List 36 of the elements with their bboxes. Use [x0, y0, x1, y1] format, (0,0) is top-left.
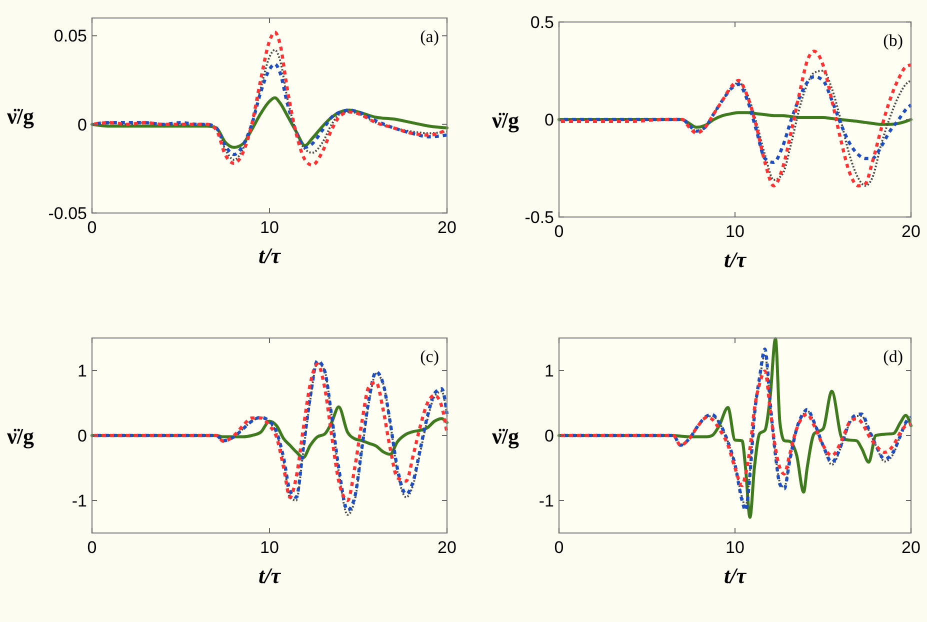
- x-tick-label: 10: [726, 538, 744, 557]
- x-tick-label: 10: [726, 222, 744, 241]
- y-tick-label: 0: [78, 426, 87, 446]
- x-tick-label: 20: [902, 538, 920, 557]
- x-tick-label: 20: [438, 538, 456, 557]
- y-tick-label: -1: [538, 492, 554, 510]
- text: (b): [883, 31, 903, 50]
- line-series: [558, 70, 912, 187]
- y-tick-label: 0: [78, 115, 87, 134]
- x-axis-title: t/τ: [258, 563, 282, 588]
- y-tick-label: -0.05: [48, 204, 87, 223]
- y-axis-title: ν̈/g: [6, 104, 34, 128]
- line-series: [91, 48, 448, 161]
- y-tick-label: 0: [544, 110, 554, 130]
- x-tick-label: 10: [260, 538, 279, 557]
- y-tick-label: -1: [72, 492, 87, 510]
- y-tick-label: 1: [544, 362, 554, 380]
- line-series: [90, 62, 449, 156]
- x-tick-label: 10: [260, 218, 279, 237]
- x-tick-label: 20: [902, 222, 920, 241]
- line-series: [557, 75, 913, 164]
- y-axis-title: ν̈/g: [491, 108, 519, 132]
- y-tick-label: 0: [544, 426, 554, 446]
- y-axis-title: ν̈/g: [6, 424, 34, 448]
- text: (d): [883, 347, 903, 366]
- x-axis-title: t/τ: [724, 563, 748, 588]
- y-tick-label: 0.05: [54, 26, 87, 46]
- x-axis-title: t/τ: [258, 243, 282, 268]
- x-axis-title: t/τ: [724, 247, 748, 272]
- text: (a): [420, 27, 439, 46]
- y-tick-label: 0.5: [530, 13, 554, 32]
- y-tick-label: -0.5: [524, 208, 554, 227]
- y-tick-label: 1: [78, 362, 87, 380]
- x-tick-label: 20: [438, 218, 456, 237]
- y-axis-title: ν̈/g: [491, 424, 519, 448]
- text: (c): [420, 347, 439, 366]
